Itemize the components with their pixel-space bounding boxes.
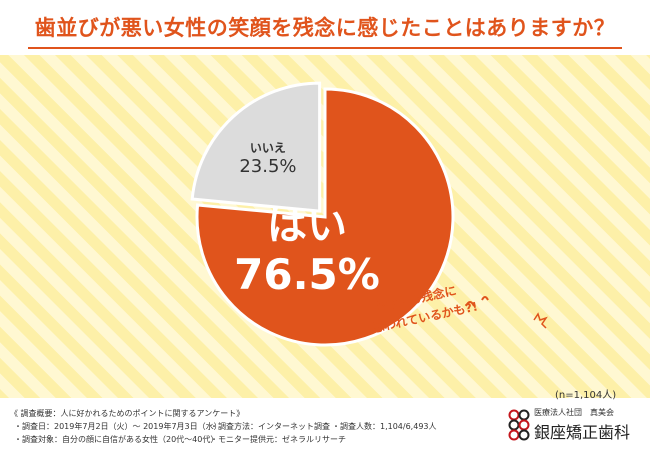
clinic-corporation: 医療法人社団 真美会 xyxy=(534,408,614,417)
sparkle-mark-2 xyxy=(481,296,489,301)
sample-size: (n=1,104人) xyxy=(555,390,617,401)
pie-slice-no xyxy=(190,81,322,213)
slice-value-no: 23.5% xyxy=(239,156,296,177)
page-title: 歯並びが悪い女性の笑顔を残念に感じたことはありますか？ xyxy=(34,16,616,40)
slice-label-yes: はい xyxy=(267,203,347,249)
sparkle-decoration xyxy=(465,296,548,329)
survey-count: ・調査人数：1,104/6,493人 xyxy=(332,422,437,431)
survey-provider: ・モニター提供元：ゼネラルリサーチ xyxy=(210,435,346,444)
survey-method: ・調査方法：インターネット調査 xyxy=(210,422,330,431)
survey-date: ・調査日：2019年7月2日（火）～ 2019年7月3日（水） xyxy=(14,422,222,431)
title-underline xyxy=(28,47,622,49)
survey-target: ・調査対象：自分の顔に自信がある女性（20代～40代） xyxy=(14,435,219,444)
survey-summary: 《 調査概要：人に好かれるためのポイントに関するアンケート》 ・調査日：2019… xyxy=(10,408,460,448)
sparkle-mark-1 xyxy=(465,301,475,307)
slice-label-no: いいえ xyxy=(250,141,286,155)
survey-heading: 《 調査概要：人に好かれるためのポイントに関するアンケート》 xyxy=(10,409,245,418)
pie-slice-yes xyxy=(195,87,455,347)
slice-value-yes: 76.5% xyxy=(234,250,380,299)
clinic-brand: 医療法人社団 真美会 銀座矯正歯科 xyxy=(508,405,648,445)
clinic-logo-icon xyxy=(508,409,530,441)
burst-mark xyxy=(533,312,548,329)
clinic-name: 銀座矯正歯科 xyxy=(534,423,631,442)
